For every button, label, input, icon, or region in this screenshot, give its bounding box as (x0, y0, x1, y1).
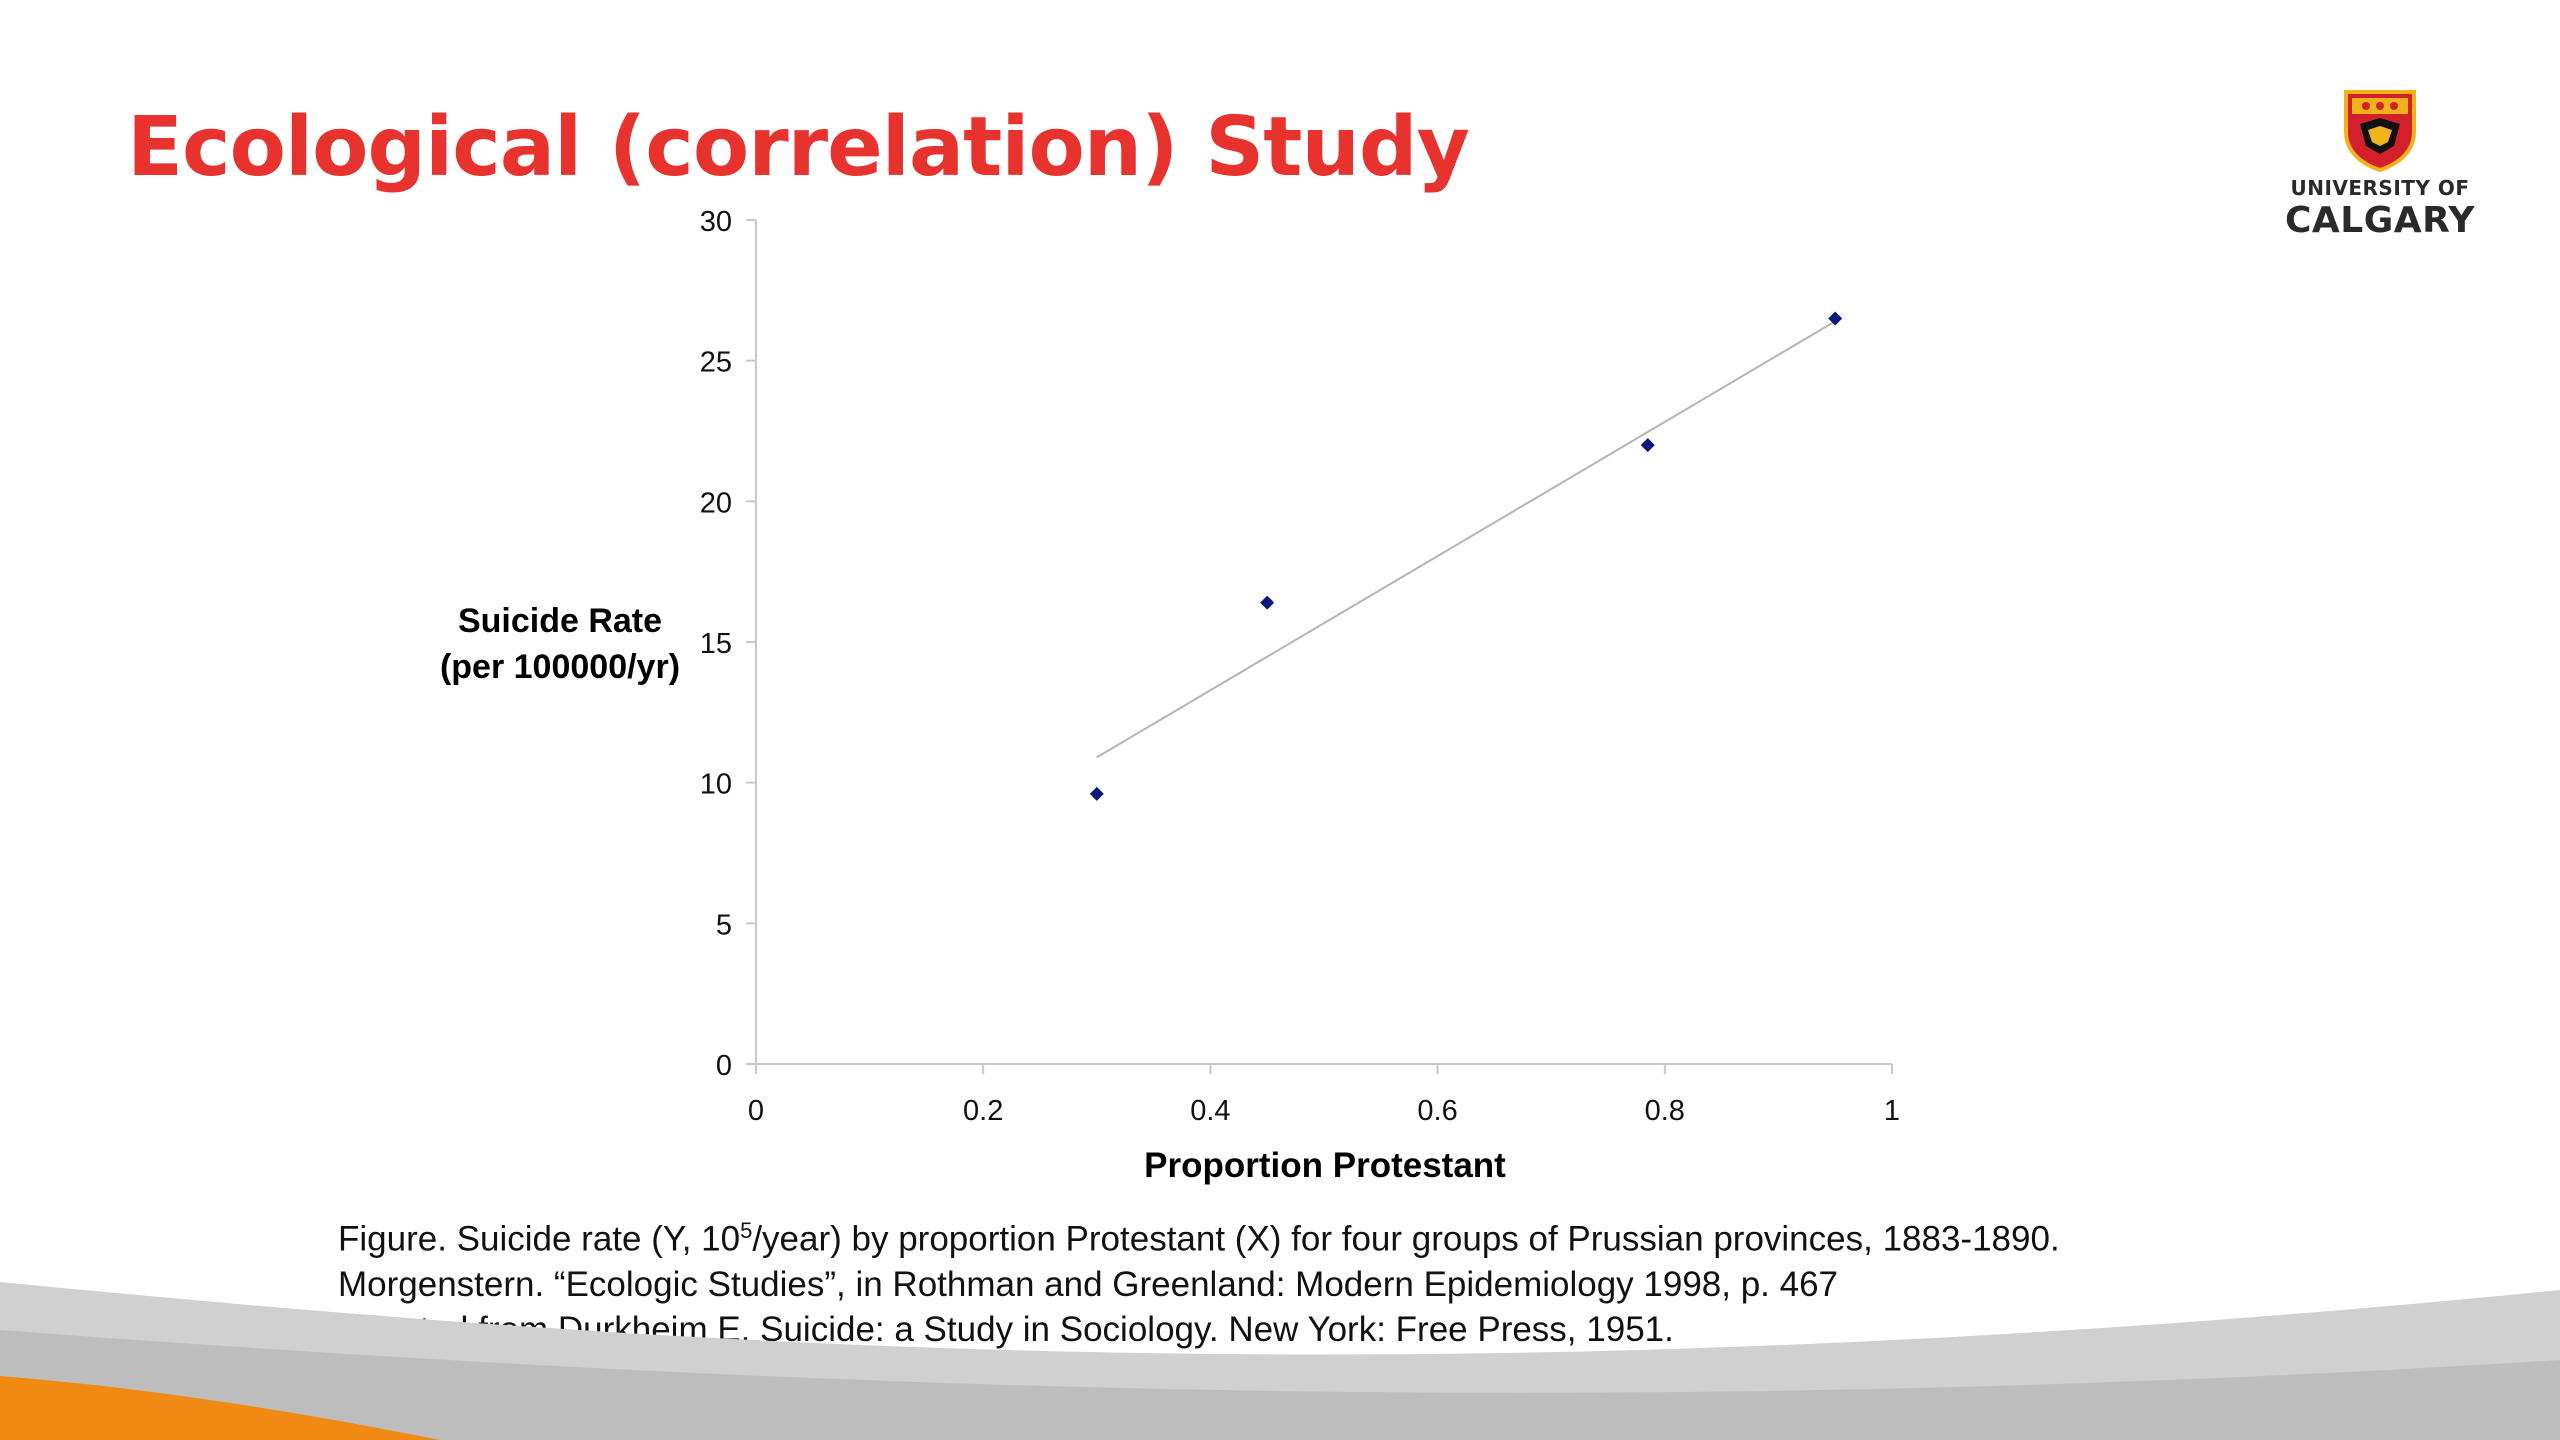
caption-line-1: Figure. Suicide rate (Y, 105/year) by pr… (338, 1208, 2060, 1262)
y-ticks: 0 5 10 15 20 25 30 (700, 206, 756, 1082)
y-tick-label: 10 (700, 769, 732, 801)
x-axis-label: Proportion Protestant (1144, 1146, 1506, 1185)
y-axis-label-line2: (per 100000/yr) (439, 648, 681, 686)
trendline (1096, 320, 1836, 759)
data-point-4 (1828, 311, 1843, 326)
footer-light-band (0, 1330, 2560, 1440)
y-axis-label: Suicide Rate (per 100000/yr) (400, 598, 720, 690)
x-tick-label: 1 (1884, 1095, 1900, 1127)
footer-orange-band (0, 1376, 440, 1440)
logo-text-line1: UNIVERSITY OF (2290, 176, 2470, 200)
x-tick-label: 0.8 (1645, 1095, 1685, 1127)
caption-line-2: Morgenstern. “Ecologic Studies”, in Roth… (338, 1264, 1839, 1304)
slide-title: Ecological (correlation) Study (127, 100, 1470, 195)
data-point-1 (1089, 786, 1104, 801)
caption-line-1-post: /year) by proportion Protestant (X) for … (752, 1219, 2060, 1259)
x-tick-label: 0.6 (1417, 1095, 1457, 1127)
data-points (1089, 311, 1843, 801)
x-tick-label: 0.2 (963, 1095, 1003, 1127)
x-ticks: 0 0.2 0.4 0.6 0.8 1 (748, 1064, 1900, 1127)
x-tick-label: 0 (748, 1095, 764, 1127)
y-tick-label: 30 (700, 206, 732, 238)
y-tick-label: 25 (700, 347, 732, 379)
caption-superscript: 5 (740, 1218, 753, 1243)
y-tick-label: 0 (716, 1050, 732, 1082)
university-crest-icon (2344, 90, 2416, 172)
y-axis-label-line1: Suicide Rate (457, 602, 663, 640)
data-point-2 (1260, 595, 1275, 610)
y-tick-label: 5 (716, 909, 732, 941)
y-tick-label: 15 (700, 628, 732, 660)
data-point-3 (1640, 438, 1655, 453)
logo-text-line2: CALGARY (2285, 200, 2475, 241)
caption-line-1-pre: Figure. Suicide rate (Y, 10 (338, 1219, 741, 1259)
y-tick-label: 20 (700, 487, 732, 519)
university-logo: UNIVERSITY OF CALGARY (2280, 88, 2480, 241)
x-tick-label: 0.4 (1190, 1095, 1230, 1127)
